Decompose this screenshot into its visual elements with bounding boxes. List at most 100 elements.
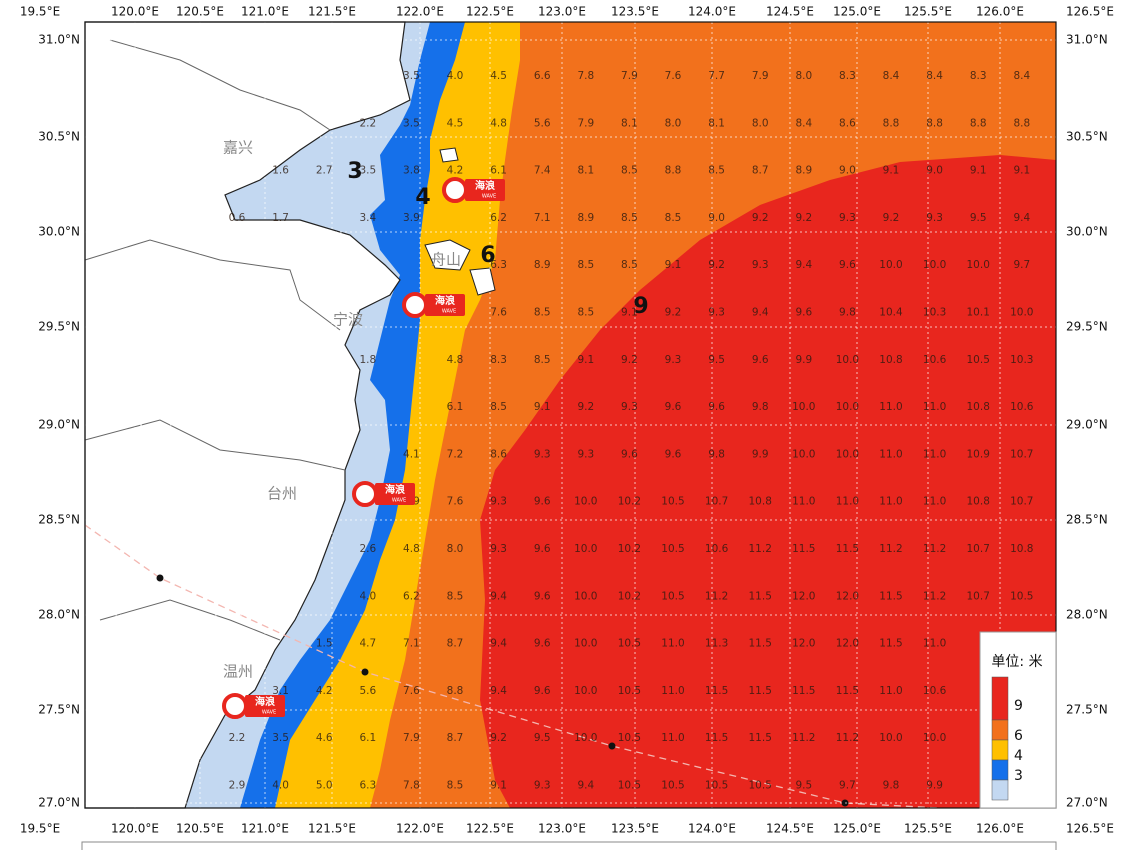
wave-value: 9.4 [1013, 212, 1030, 224]
wave-value: 9.2 [795, 212, 812, 224]
badge-swirl [222, 693, 248, 719]
wave-value: 1.7 [272, 212, 289, 224]
islands [424, 147, 496, 296]
wave-value: 10.0 [574, 732, 597, 744]
wave-value: 9.1 [883, 165, 900, 177]
wave-value: 10.7 [1010, 496, 1033, 508]
lat-label-left: 30.0°N [38, 225, 80, 239]
wave-value: 10.3 [1010, 354, 1033, 366]
wave-value: 9.4 [490, 590, 507, 602]
wave-value: 9.6 [621, 448, 638, 460]
lon-label-top: 121.0°E [241, 5, 289, 19]
wave-badge: 海浪 WAVE [352, 481, 415, 507]
wave-value: 7.1 [403, 638, 420, 650]
wave-value: 7.9 [403, 732, 420, 744]
contour-label: 3 [347, 159, 362, 184]
lat-label-right: 31.0°N [1066, 33, 1108, 47]
wave-value: 9.8 [883, 780, 900, 792]
lon-label-top: 125.0°E [833, 5, 881, 19]
lon-label-bottom: 120.0°E [111, 822, 159, 836]
wave-value: 10.2 [618, 543, 641, 555]
wave-value: 11.2 [792, 732, 815, 744]
wave-value: 7.9 [752, 70, 769, 82]
wave-value: 10.2 [618, 590, 641, 602]
wave-value: 8.8 [1013, 117, 1030, 129]
wave-value: 6.3 [490, 259, 507, 271]
wave-value: 8.4 [883, 70, 900, 82]
wave-value: 10.0 [967, 259, 990, 271]
wave-value: 1.5 [316, 638, 333, 650]
lon-label-top: 122.0°E [396, 5, 444, 19]
wave-value: 10.0 [879, 732, 902, 744]
badge-sub: WAVE [392, 498, 406, 504]
wave-value: 11.0 [792, 496, 815, 508]
wave-value: 10.6 [923, 685, 947, 697]
wave-value: 4.0 [447, 70, 464, 82]
wave-value: 11.0 [661, 638, 684, 650]
wave-value: 9.3 [665, 354, 682, 366]
wave-value: 9.5 [795, 780, 812, 792]
wave-value: 9.1 [621, 307, 638, 319]
wave-value: 10.0 [923, 259, 946, 271]
wave-value: 9.3 [577, 448, 594, 460]
wave-value: 9.7 [1013, 259, 1030, 271]
wave-value: 9.5 [970, 212, 987, 224]
wave-value: 9.1 [665, 259, 682, 271]
lon-label-top: 123.0°E [538, 5, 586, 19]
wave-value: 10.2 [618, 496, 641, 508]
wave-value: 8.5 [534, 354, 551, 366]
map-areas [84, 21, 1056, 809]
footer-box [81, 841, 1057, 854]
wave-value: 10.0 [574, 496, 597, 508]
legend-title: 单位: 米 [991, 654, 1042, 670]
wave-value: 6.1 [359, 732, 376, 744]
wave-value: 7.7 [708, 70, 725, 82]
badge-box [375, 483, 415, 505]
wave-value: 8.5 [621, 165, 638, 177]
city-label: 嘉兴 [223, 139, 253, 157]
wave-value: 10.8 [967, 496, 990, 508]
wave-value: 8.7 [447, 638, 464, 650]
wave-value: 9.6 [752, 354, 769, 366]
wave-value: 9.3 [490, 496, 507, 508]
wave-value: 9.6 [534, 685, 551, 697]
wave-value: 9.3 [534, 448, 551, 460]
wave-value: 11.0 [879, 448, 902, 460]
lat-label-left: 29.0°N [38, 418, 80, 432]
contour-label: 4 [415, 185, 430, 210]
wave-value: 10.5 [618, 685, 641, 697]
wave-value: 9.0 [926, 165, 943, 177]
wave-value: 11.0 [879, 685, 902, 697]
wave-value: 9.4 [490, 685, 507, 697]
wave-value: 2.6 [359, 543, 376, 555]
wave-values: 3.5 4.0 4.5 6.6 7.8 7.9 7.6 7.7 7.9 8.0 8.3 8.4 8.4 8… [229, 70, 1034, 792]
wave-value: 10.5 [618, 732, 641, 744]
legend-label: 4 [1014, 748, 1023, 764]
wave-value: 9.5 [708, 354, 725, 366]
city-label: 宁波 [333, 311, 363, 329]
lon-label-bottom: 121.5°E [308, 822, 356, 836]
legend-swatch [991, 739, 1009, 761]
wave-value: 6.1 [447, 401, 464, 413]
wave-value: 3.5 [403, 70, 420, 82]
wave-value: 6.6 [534, 70, 551, 82]
wave-value: 9.9 [795, 354, 812, 366]
wave-value: 10.5 [661, 543, 684, 555]
wave-value: 11.0 [879, 401, 902, 413]
wave-value: 9.6 [708, 401, 725, 413]
wave-value: 9.9 [752, 448, 769, 460]
wave-value: 11.0 [661, 732, 684, 744]
city-label: 台州 [267, 485, 297, 503]
wave-value: 11.5 [705, 685, 728, 697]
lon-label-top: 124.5°E [766, 5, 814, 19]
wave-value: 4.8 [490, 117, 507, 129]
city-label: 舟山 [431, 251, 461, 269]
wave-value: 6.2 [403, 590, 420, 602]
track-line [84, 524, 941, 809]
lat-label-left: 31.0°N [38, 33, 80, 47]
wave-value: 4.5 [490, 70, 507, 82]
wave-value: 5.6 [534, 117, 551, 129]
lon-label-bottom: 125.5°E [904, 822, 952, 836]
wave-value: 10.5 [705, 780, 728, 792]
wave-value: 8.0 [752, 117, 769, 129]
